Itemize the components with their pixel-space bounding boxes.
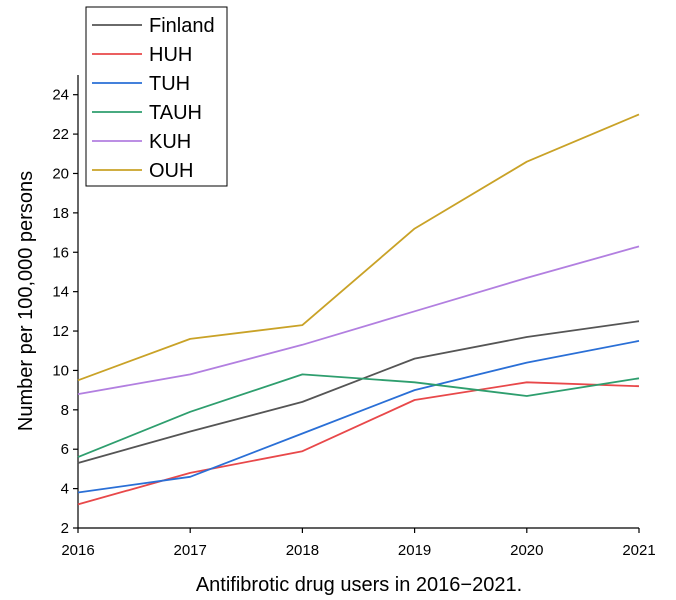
x-tick-label: 2020 <box>510 542 543 559</box>
x-tick-label: 2017 <box>174 542 207 559</box>
y-tick-label: 12 <box>52 323 69 340</box>
x-tick-label: 2019 <box>398 542 431 559</box>
y-tick-label: 6 <box>61 441 69 458</box>
y-tick-label: 20 <box>52 165 69 182</box>
y-tick-label: 4 <box>61 481 69 498</box>
legend-label-ouh: OUH <box>149 160 193 182</box>
y-tick-label: 10 <box>52 362 69 379</box>
y-tick-label: 24 <box>52 87 69 104</box>
x-tick-label: 2016 <box>61 542 94 559</box>
series-lines <box>77 113 640 506</box>
series-line-ouh <box>77 113 640 382</box>
y-tick-label: 18 <box>52 205 69 222</box>
legend-box <box>85 6 228 187</box>
y-tick-label: 8 <box>61 402 69 419</box>
legend-label-huh: HUH <box>149 44 192 66</box>
y-tick-label: 16 <box>52 244 69 261</box>
y-tick-label: 14 <box>52 284 69 301</box>
legend-label-kuh: KUH <box>149 131 191 153</box>
series-line-tauh <box>77 373 640 458</box>
series-line-tuh <box>77 340 640 494</box>
x-tick-label: 2018 <box>286 542 319 559</box>
x-tick-label: 2021 <box>622 542 655 559</box>
y-tick-label: 2 <box>61 520 69 537</box>
y-tick-label: 22 <box>52 126 69 143</box>
series-line-huh <box>77 381 640 506</box>
legend: Finland HUH TUH TAUH KUH OUH <box>85 6 228 187</box>
legend-label-finland: Finland <box>149 15 215 37</box>
legend-label-tauh: TAUH <box>149 102 202 124</box>
y-axis-title: Number per 100,000 persons <box>15 171 37 431</box>
series-line-kuh <box>77 245 640 395</box>
x-axis-title: Antifibrotic drug users in 2016−2021. <box>196 574 522 596</box>
series-line-finland <box>77 320 640 464</box>
x-ticks: 2016 2017 2018 2019 2020 2021 <box>61 528 656 559</box>
legend-entries: Finland HUH TUH TAUH KUH OUH <box>92 15 215 182</box>
legend-label-tuh: TUH <box>149 73 190 95</box>
